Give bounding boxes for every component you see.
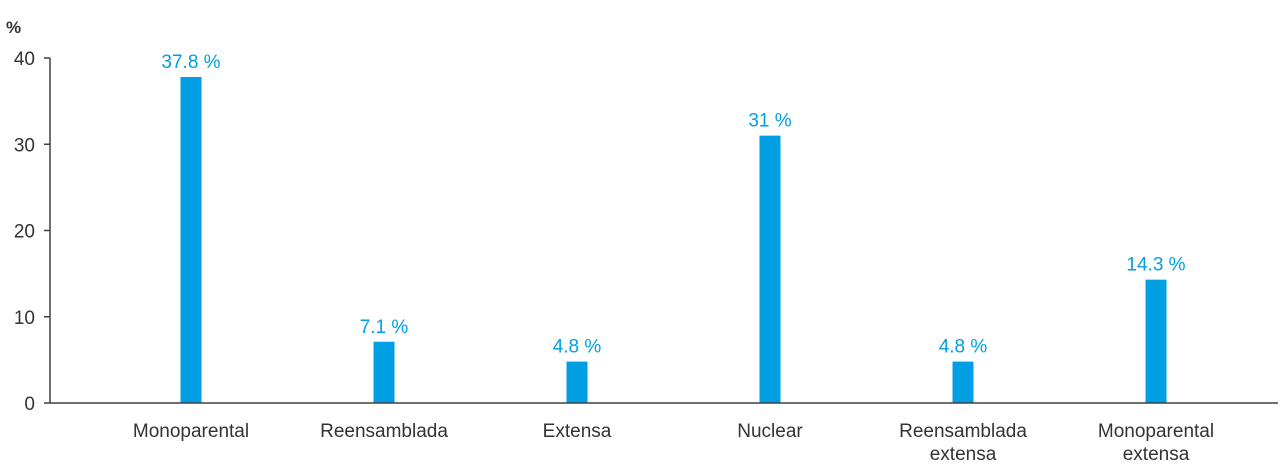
x-category-label: extensa — [930, 444, 997, 464]
bar-data-label: 4.8 % — [939, 337, 988, 358]
y-tick-label: 30 — [14, 135, 35, 156]
x-category-label: Reensamblada — [320, 421, 448, 442]
y-tick-label: 20 — [14, 222, 35, 243]
x-category-label: Reensamblada — [899, 421, 1027, 442]
bar — [952, 361, 974, 403]
bar — [373, 341, 395, 403]
y-tick-label: 40 — [14, 49, 35, 70]
category-labels: Monoparental Reensamblada Extensa Nuclear Re… — [133, 421, 1214, 464]
x-category-label: Monoparental — [133, 421, 249, 442]
y-tick-label: 10 — [14, 308, 35, 329]
y-axis-unit-label: % — [6, 18, 21, 37]
y-axis-ticks: 0 10 20 30 40 — [14, 49, 50, 415]
x-category-label: Monoparental — [1098, 421, 1214, 442]
bar-data-label: 7.1 % — [360, 317, 409, 338]
x-category-label: Nuclear — [737, 421, 803, 442]
data-labels: 37.8 % 7.1 % 4.8 % 31 % 4.8 % 14.3 % — [161, 52, 1185, 358]
y-tick-label: 0 — [24, 394, 35, 415]
bar — [759, 135, 781, 403]
x-category-label: Extensa — [543, 421, 612, 442]
bar-data-label: 4.8 % — [553, 337, 602, 358]
bar — [180, 76, 202, 403]
x-category-label: extensa — [1123, 444, 1190, 464]
bar-data-label: 37.8 % — [161, 52, 220, 73]
bars — [180, 76, 1167, 403]
bar — [566, 361, 588, 403]
bar — [1145, 279, 1167, 403]
bar-data-label: 31 % — [748, 111, 791, 132]
bar-data-label: 14.3 % — [1126, 255, 1185, 276]
